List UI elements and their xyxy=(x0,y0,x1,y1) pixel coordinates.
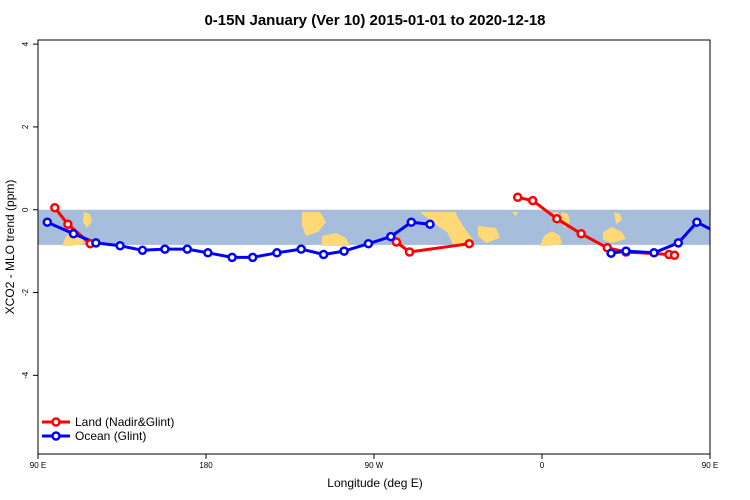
data-point xyxy=(363,238,374,249)
chart-title: 0-15N January (Ver 10) 2015-01-01 to 202… xyxy=(204,12,545,29)
y-tick-label: 2 xyxy=(21,124,30,129)
data-point xyxy=(425,219,435,229)
data-point xyxy=(296,244,306,254)
y-axis: 4 2 0 -2 -4 xyxy=(21,41,38,379)
x-tick-label: 90 E xyxy=(30,461,46,470)
series-line xyxy=(610,220,710,255)
data-point xyxy=(386,231,396,242)
data-point xyxy=(203,248,213,258)
land-mass xyxy=(302,212,326,236)
data-point xyxy=(50,202,60,213)
data-point xyxy=(339,246,349,256)
data-point xyxy=(673,238,684,248)
data-point xyxy=(272,248,282,258)
data-point xyxy=(649,248,659,258)
y-tick-label: 0 xyxy=(21,207,30,212)
data-point xyxy=(115,241,125,251)
data-point xyxy=(160,244,170,254)
land-mass xyxy=(603,227,626,243)
data-point xyxy=(91,238,101,248)
data-point xyxy=(692,217,702,227)
data-point xyxy=(606,248,616,258)
data-point xyxy=(391,237,402,247)
land-ocean-band xyxy=(38,209,710,246)
series-line xyxy=(517,195,675,257)
legend-marker xyxy=(51,431,61,441)
x-axis: 90 E 180 90 W 0 90 E xyxy=(30,454,718,470)
data-point xyxy=(247,252,258,263)
x-axis-label: Longitude (deg E) xyxy=(327,476,422,490)
data-point xyxy=(137,245,148,256)
data-point xyxy=(404,247,415,257)
data-point xyxy=(464,238,474,249)
x-tick-label: 180 xyxy=(199,461,213,470)
land-mass xyxy=(83,212,92,228)
y-axis-label: XCO2 - MLO trend (ppm) xyxy=(3,180,17,315)
data-point xyxy=(527,195,538,206)
series-layer xyxy=(42,192,710,263)
data-point xyxy=(318,249,329,260)
legend: Land (Nadir&Glint)Ocean (Glint) xyxy=(42,415,174,443)
x-tick-label: 90 E xyxy=(702,461,718,470)
data-point xyxy=(227,252,237,263)
data-point xyxy=(42,217,53,227)
x-tick-label: 90 W xyxy=(365,461,384,470)
data-point xyxy=(68,229,79,239)
data-point xyxy=(63,219,73,229)
y-tick-label: 4 xyxy=(21,41,30,46)
legend-label: Land (Nadir&Glint) xyxy=(75,415,174,429)
data-point xyxy=(576,229,586,239)
data-point xyxy=(512,192,523,203)
legend-marker xyxy=(51,417,61,427)
data-point xyxy=(182,244,193,254)
legend-label: Ocean (Glint) xyxy=(75,429,146,443)
ocean-band xyxy=(38,209,710,245)
land-mass xyxy=(540,231,562,246)
data-point xyxy=(406,217,417,227)
data-point xyxy=(669,250,680,261)
data-point xyxy=(621,246,631,256)
land-mass xyxy=(614,212,622,224)
land-mass xyxy=(322,233,350,246)
x-tick-label: 0 xyxy=(540,461,545,470)
land-mass xyxy=(420,212,473,246)
data-point xyxy=(552,214,562,224)
y-tick-label: -4 xyxy=(21,371,30,379)
land-mass xyxy=(512,212,518,216)
y-tick-label: -2 xyxy=(21,288,30,296)
land-mass xyxy=(478,226,500,243)
